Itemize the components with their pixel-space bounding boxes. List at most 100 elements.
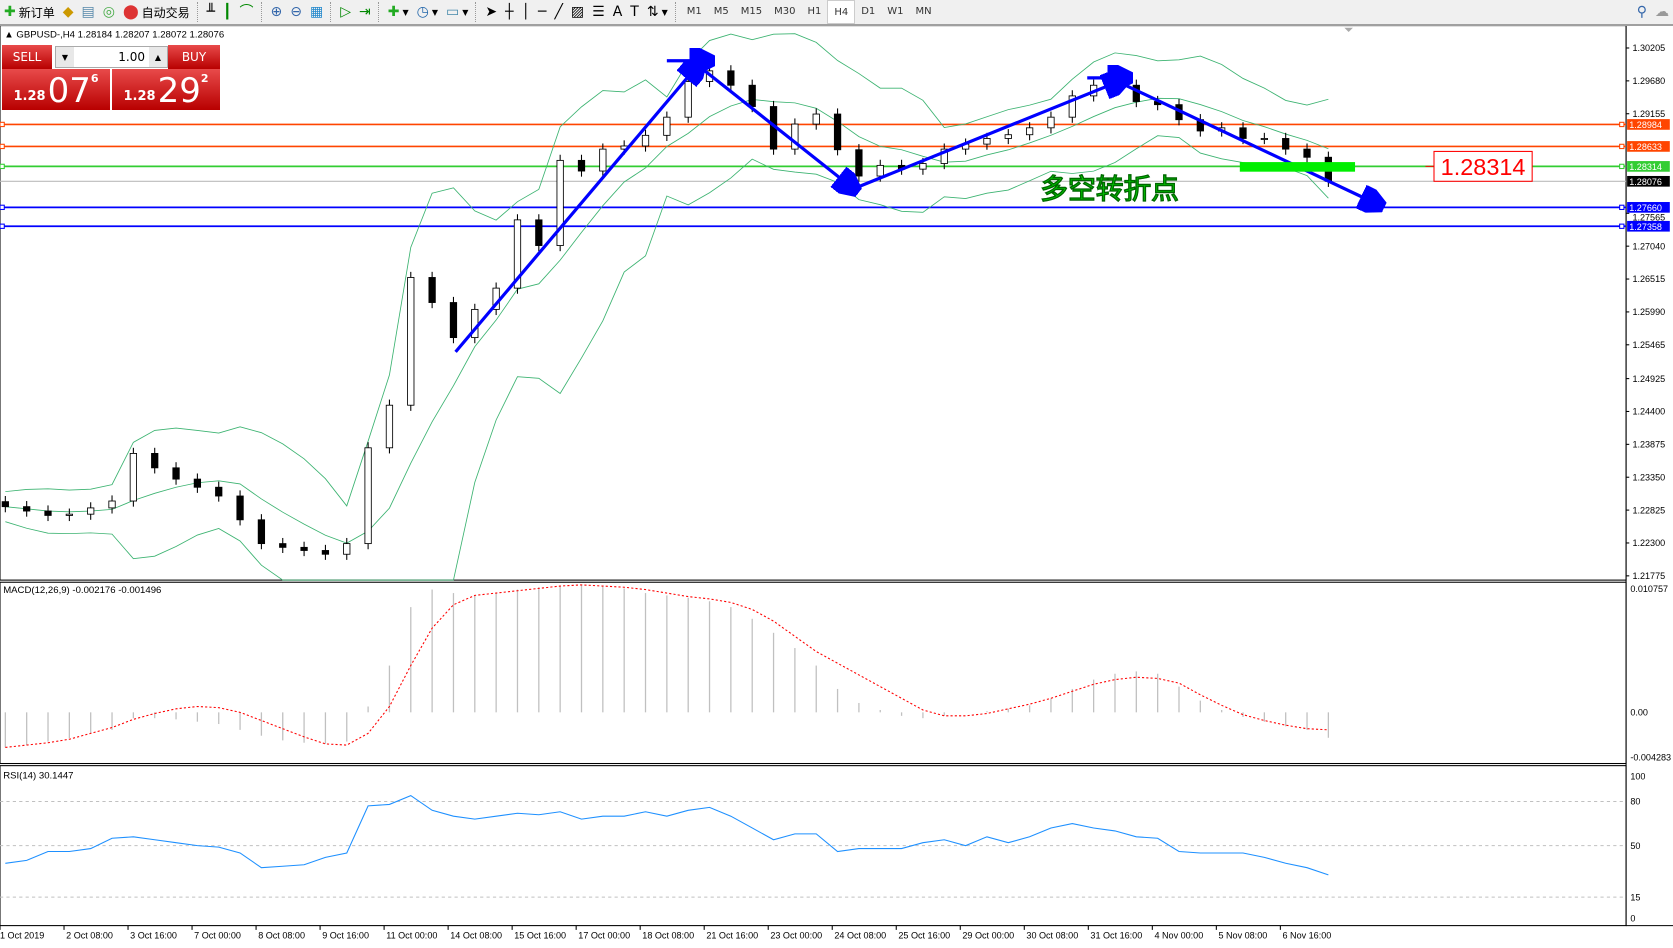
timeframe-m30[interactable]: M30: [774, 5, 796, 17]
clock-icon: ◷: [416, 4, 429, 20]
price-tick-label: 1.29680: [1632, 76, 1665, 86]
channel-tool[interactable]: ▨: [567, 1, 588, 23]
support-zone-rect[interactable]: [1239, 162, 1356, 172]
sell-button[interactable]: SELL: [2, 45, 52, 70]
buy-price-pips: 29: [157, 71, 201, 111]
timeframe-m1[interactable]: M1: [686, 5, 702, 17]
increase-lot-button[interactable]: ▲: [149, 47, 167, 67]
bollinger-lower-band: [5, 135, 1329, 581]
time-tick-label: 1 Oct 2019: [0, 930, 44, 940]
bearish-candle: [300, 546, 308, 551]
bearish-candle: [279, 543, 287, 548]
trendline-tool[interactable]: ╱: [550, 1, 566, 23]
new-order-button[interactable]: ✚ 新订单: [0, 1, 59, 23]
periods-button[interactable]: ◷ ▼: [413, 1, 442, 23]
price-tick-label: 1.26515: [1632, 274, 1665, 284]
timeframe-mn[interactable]: MN: [915, 5, 932, 17]
level-handle[interactable]: [0, 121, 5, 128]
chart-shift-marker[interactable]: [1344, 27, 1353, 32]
level-handle[interactable]: [0, 204, 5, 211]
level-handle[interactable]: [1619, 121, 1625, 128]
level-handle[interactable]: [1619, 204, 1625, 211]
market-watch-button[interactable]: ◆: [59, 1, 78, 23]
auto-scroll-button[interactable]: ▷: [336, 1, 355, 23]
text-label-tool[interactable]: T: [626, 1, 643, 23]
arrows-tool[interactable]: ⇅ ▼: [643, 1, 672, 23]
bullish-candle: [1260, 138, 1268, 140]
price-label-text: 1.28314: [1441, 154, 1526, 180]
level-price-tag: [1627, 161, 1670, 172]
text-tool[interactable]: A: [609, 1, 627, 23]
line-chart-button[interactable]: ⌒: [236, 1, 258, 23]
bullish-candle: [663, 116, 671, 136]
zoom-out-button[interactable]: ⊖: [286, 1, 306, 23]
level-handle[interactable]: [1619, 223, 1625, 229]
price-label-box[interactable]: [1433, 150, 1533, 182]
level-handle[interactable]: [0, 223, 5, 229]
navigator-button[interactable]: ▤: [78, 1, 99, 23]
candlestick-icon: ┃: [223, 4, 232, 20]
trend-arrows[interactable]: [454, 61, 1379, 353]
bullish-candle: [385, 404, 394, 449]
down-arrow-1: [697, 64, 854, 189]
bearish-candle: [257, 519, 266, 545]
level-handle[interactable]: [0, 143, 5, 150]
signals-button[interactable]: ◎: [99, 1, 119, 23]
timeframe-d1[interactable]: D1: [861, 5, 876, 17]
buy-button[interactable]: BUY: [168, 45, 220, 69]
time-tick-label: 8 Oct 08:00: [258, 930, 305, 940]
search-button[interactable]: ⚲: [1633, 1, 1651, 23]
chart-shift-button[interactable]: ⇥: [355, 1, 375, 23]
indicators-button[interactable]: ✚ ▼: [384, 1, 413, 23]
lot-size-input[interactable]: 1.00: [118, 50, 145, 64]
price-tick-label: 1.30205: [1632, 43, 1665, 53]
time-tick-label: 2 Oct 08:00: [66, 930, 113, 940]
bullish-candle: [812, 113, 820, 125]
buy-price-button[interactable]: 1.28 29 2: [112, 69, 220, 110]
timeframe-h4[interactable]: H4: [827, 0, 856, 24]
zoom-out-icon: ⊖: [290, 4, 303, 20]
fibonacci-tool[interactable]: ☰: [588, 1, 609, 23]
price-pane[interactable]: [0, 25, 1627, 581]
chat-button[interactable]: ☁: [1651, 1, 1673, 23]
fibonacci-icon: ☰: [592, 4, 605, 20]
level-handle[interactable]: [1619, 163, 1625, 170]
sell-price-button[interactable]: 1.28 07 6: [2, 69, 110, 110]
crosshair-tool[interactable]: ┼: [501, 1, 517, 23]
level-price-text: 1.28076: [1629, 177, 1662, 187]
templates-button[interactable]: ▭ ▼: [442, 1, 472, 23]
folder-icon: ◆: [62, 4, 74, 20]
timeframe-m15[interactable]: M15: [740, 5, 763, 17]
auto-trading-label: 自动交易: [141, 5, 190, 20]
bullish-candle: [1004, 134, 1012, 139]
text-label-icon: T: [630, 4, 639, 20]
decrease-lot-button[interactable]: ▼: [56, 47, 74, 67]
horizontal-line-tool[interactable]: ─: [534, 1, 550, 23]
toolbar-separator: [330, 2, 333, 22]
cursor-tool[interactable]: ➤: [481, 1, 501, 23]
macd-pane[interactable]: [0, 581, 1627, 765]
level-handle[interactable]: [1619, 143, 1625, 150]
timeframe-w1[interactable]: W1: [887, 5, 904, 17]
bullish-candle: [641, 134, 650, 147]
tile-windows-button[interactable]: ▦: [306, 1, 327, 23]
timeframe-m5[interactable]: M5: [713, 5, 729, 17]
vertical-line-tool[interactable]: │: [518, 1, 534, 23]
zoom-in-button[interactable]: ⊕: [267, 1, 287, 23]
line-chart-icon: ⌒: [239, 4, 254, 20]
bullish-candle: [87, 507, 95, 515]
timeframe-h1[interactable]: H1: [807, 5, 822, 17]
level-handle[interactable]: [0, 163, 5, 170]
bar-chart-button[interactable]: ╨: [203, 1, 219, 23]
lot-size-stepper[interactable]: ▼ 1.00 ▲: [55, 46, 168, 68]
tile-icon: ▦: [310, 4, 324, 20]
auto-trading-button[interactable]: ⬤ 自动交易: [119, 1, 194, 23]
bullish-candle: [1068, 95, 1076, 118]
bullish-candle: [343, 543, 351, 555]
rsi-line: [5, 794, 1329, 876]
annotation-text: 多空转折点: [1040, 173, 1179, 204]
bearish-candle: [1282, 138, 1290, 150]
candlestick-button[interactable]: ┃: [219, 1, 235, 23]
dropdown-icon: ▼: [661, 7, 668, 17]
